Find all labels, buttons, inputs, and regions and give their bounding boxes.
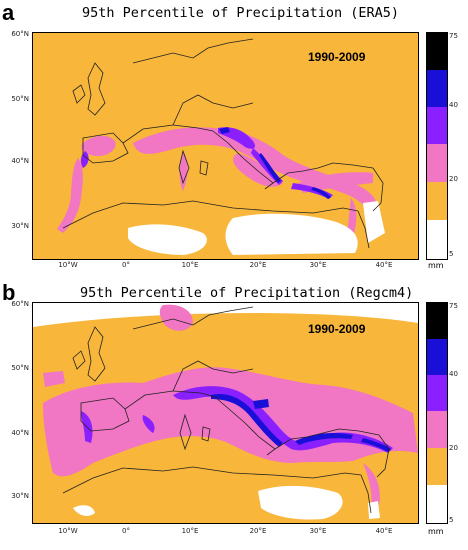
precip-band-white: [73, 485, 380, 520]
panel-b-cbar-white: [427, 485, 447, 523]
panel-a-lon-0: 0°: [122, 261, 130, 269]
panel-a-lat-60: 60°N: [11, 30, 29, 38]
projection-edge: [33, 303, 418, 327]
panel-a-lon-10e: 10°E: [181, 261, 199, 269]
panel-b-cbar-orange: [427, 448, 447, 485]
panel-b-lat-60: 60°N: [11, 300, 29, 308]
panel-b-lon-10e: 10°E: [181, 527, 199, 535]
panel-a-cbar-orange: [427, 182, 447, 220]
panel-a-lon-20e: 20°E: [249, 261, 267, 269]
precip-band-pink: [57, 127, 378, 243]
panel-b-letter: b: [2, 280, 16, 305]
panel-a-lat-30: 30°N: [11, 222, 29, 230]
panel-b-colorbar: [426, 302, 448, 524]
panel-a-cbar-pink: [427, 144, 447, 182]
panel-a-lon-30e: 30°E: [309, 261, 327, 269]
panel-a-colorbar: [426, 32, 448, 260]
panel-b-cbar-unit: mm: [428, 527, 444, 536]
panel-a-title: 95th Percentile of Precipitation (ERA5): [82, 5, 399, 21]
panel-a-map-svg: [33, 33, 418, 259]
panel-b-lat-30: 30°N: [11, 492, 29, 500]
precip-band-blue: [219, 127, 331, 199]
coastlines: [62, 306, 390, 514]
panel-b-map-svg: [33, 303, 418, 523]
panel-a-cbar-tick-5: 5: [449, 250, 454, 258]
panel-b-period: 1990-2009: [308, 322, 366, 336]
panel-a-lat-40: 40°N: [11, 157, 29, 165]
panel-a-cbar-white: [427, 220, 447, 259]
panel-a-cbar-unit: mm: [428, 261, 444, 270]
panel-b-lat-40: 40°N: [11, 429, 29, 437]
panel-b-title: 95th Percentile of Precipitation (Regcm4…: [80, 285, 414, 301]
panel-b-cbar-pink: [427, 411, 447, 448]
panel-b-cbar-tick-5: 5: [449, 516, 454, 524]
panel-a-lat-50: 50°N: [11, 95, 29, 103]
panel-b-cbar-tick-40: 40: [449, 370, 458, 378]
precip-band-pink: [43, 304, 418, 508]
panel-b-map: [32, 302, 419, 524]
panel-a-cbar-tick-20: 20: [449, 175, 458, 183]
panel-b-lon-0: 0°: [122, 527, 130, 535]
panel-a-cbar-tick-40: 40: [449, 101, 458, 109]
panel-a-period: 1990-2009: [308, 50, 366, 64]
panel-a-cbar-black: [427, 33, 447, 70]
panel-b-lat-50: 50°N: [11, 364, 29, 372]
panel-b-lon-30e: 30°E: [309, 527, 327, 535]
panel-a-letter: a: [2, 0, 15, 25]
panel-b-cbar-violet: [427, 375, 447, 411]
panel-b-lon-40e: 40°E: [375, 527, 393, 535]
panel-b-lon-10w: 10°W: [58, 527, 78, 535]
panel-a-cbar-violet: [427, 107, 447, 144]
panel-b-cbar-black: [427, 303, 447, 339]
panel-a-cbar-blue: [427, 70, 447, 107]
panel-b-cbar-tick-75: 75: [449, 302, 458, 310]
coastlines: [62, 38, 384, 249]
panel-a-map: [32, 32, 419, 260]
panel-a-cbar-tick-75: 75: [449, 32, 458, 40]
panel-b-lon-20e: 20°E: [249, 527, 267, 535]
panel-a-lon-40e: 40°E: [375, 261, 393, 269]
panel-b-cbar-blue: [427, 339, 447, 375]
panel-b-cbar-tick-20: 20: [449, 444, 458, 452]
precip-band-white: [128, 201, 385, 255]
panel-a-lon-10w: 10°W: [58, 261, 78, 269]
